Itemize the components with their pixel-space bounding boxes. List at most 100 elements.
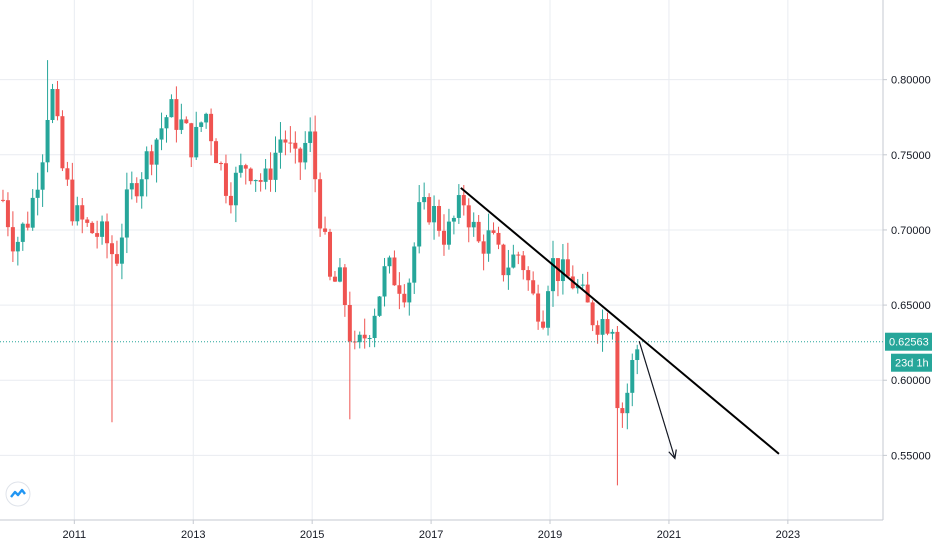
candle-body (367, 338, 372, 340)
candle-25 (124, 172, 129, 254)
candle-26 (129, 171, 134, 200)
candle-62 (308, 117, 313, 153)
candle-43 (214, 138, 219, 164)
candle-101 (501, 243, 506, 282)
candle-body (169, 99, 174, 118)
candle-14 (70, 162, 75, 226)
candle-57 (283, 130, 288, 156)
candle-89 (441, 214, 446, 256)
candle-9 (45, 60, 50, 173)
y-tick-label-4: 0.60000 (891, 375, 931, 387)
candle-34 (169, 94, 174, 118)
candle-body (164, 117, 169, 129)
candle-120 (595, 320, 600, 344)
candle-body (357, 334, 362, 343)
candle-69 (342, 264, 347, 317)
candle-body (526, 270, 531, 281)
candle-47 (233, 166, 238, 223)
candle-body (80, 205, 85, 220)
candle-body (45, 119, 50, 163)
candle-82 (407, 278, 412, 316)
y-axis-ticks: 0.80000 0.75000 0.70000 0.65000 0.60000 0.550… (883, 75, 931, 462)
candle-body (223, 163, 228, 196)
candle-body (209, 113, 214, 142)
candle-119 (590, 300, 595, 332)
candle-body (149, 151, 154, 165)
candle-body (35, 189, 40, 198)
candle-81 (402, 284, 407, 308)
candle-123 (610, 329, 615, 340)
y-tick-label-1: 0.75000 (891, 150, 931, 162)
candle-body (293, 142, 298, 149)
candle-5 (25, 211, 30, 231)
candle-body (471, 221, 476, 228)
candle-66 (328, 228, 333, 281)
candle-102 (506, 249, 511, 290)
candle-body (194, 126, 199, 158)
candle-body (233, 172, 238, 206)
logo-mark-icon (10, 488, 26, 498)
candle-22 (109, 235, 114, 423)
candle-body (268, 168, 273, 180)
candle-15 (75, 196, 80, 226)
candle-body (248, 168, 253, 182)
candle-body (303, 142, 308, 163)
candle-46 (228, 182, 233, 214)
candle-body (491, 230, 496, 233)
candle-118 (585, 271, 590, 303)
candle-body (273, 152, 278, 180)
candle-45 (223, 154, 228, 204)
candle-122 (605, 312, 610, 336)
tradingview-logo[interactable] (5, 481, 31, 507)
projection-arrow-shaft (638, 340, 676, 459)
candle-75 (372, 308, 377, 348)
candle-90 (446, 208, 451, 250)
candlestick-series (0, 60, 640, 486)
candle-17 (85, 217, 90, 227)
candle-body (630, 360, 635, 393)
candle-body (189, 123, 194, 158)
candle-44 (218, 161, 223, 171)
candle-12 (60, 110, 65, 172)
candle-body (70, 179, 75, 222)
candle-42 (209, 108, 214, 156)
candle-body (105, 221, 110, 244)
x-tick-label-4: 2019 (538, 529, 562, 541)
candle-48 (238, 153, 243, 178)
y-tick-label-5: 0.55000 (891, 450, 931, 462)
candle-body (184, 119, 189, 124)
candle-98 (486, 213, 491, 262)
candle-body (387, 257, 392, 267)
candle-50 (248, 167, 253, 185)
candle-2 (10, 211, 15, 263)
candle-body (605, 319, 610, 334)
trendline[interactable] (460, 187, 780, 455)
candle-115 (570, 265, 575, 290)
candle-body (461, 195, 466, 206)
candle-126 (625, 383, 630, 430)
candle-56 (278, 122, 283, 169)
candle-body (347, 304, 352, 342)
candle-body (546, 291, 551, 328)
candle-body (417, 202, 422, 247)
candle-body (283, 139, 288, 143)
candle-body (580, 284, 585, 286)
candle-body (313, 131, 318, 180)
candle-38 (189, 122, 194, 168)
candle-body (615, 331, 620, 409)
candle-body (129, 183, 134, 190)
candle-body (481, 241, 486, 254)
price-badges: 0.62563 23d 1h (885, 332, 932, 372)
candle-79 (392, 250, 397, 286)
candle-52 (258, 173, 263, 192)
candle-body (422, 197, 427, 203)
candle-16 (80, 197, 85, 234)
candle-99 (491, 222, 496, 235)
candle-body (75, 205, 80, 222)
candle-59 (293, 131, 298, 164)
candle-body (511, 254, 516, 268)
projection-arrow[interactable] (638, 340, 677, 460)
candle-33 (164, 114, 169, 143)
last-price-badge (885, 332, 932, 351)
